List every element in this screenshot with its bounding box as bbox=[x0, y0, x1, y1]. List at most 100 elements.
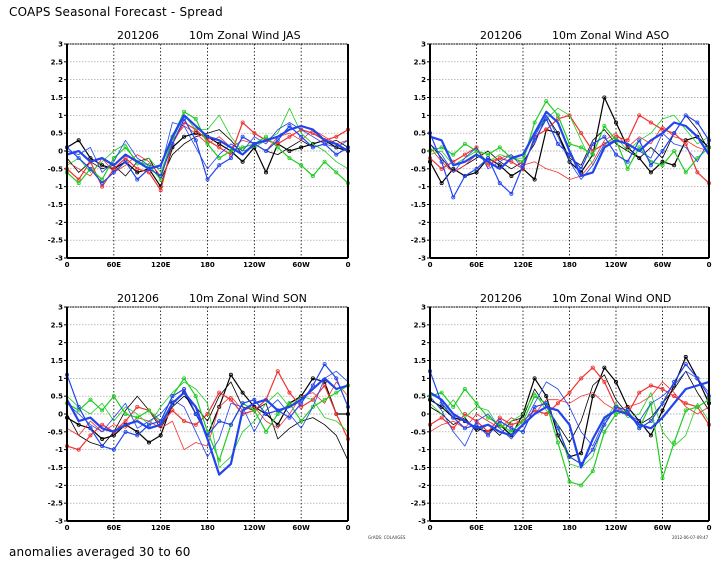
series-point bbox=[287, 401, 292, 406]
series-point bbox=[322, 383, 327, 388]
series-point bbox=[602, 429, 607, 434]
series-point bbox=[672, 163, 677, 168]
series-point bbox=[660, 401, 665, 406]
series-point bbox=[100, 181, 105, 186]
series-point bbox=[474, 166, 479, 171]
series-point bbox=[672, 148, 677, 153]
series-point bbox=[625, 138, 630, 143]
series-point bbox=[648, 419, 653, 424]
series-point bbox=[590, 152, 595, 157]
timestamp: 2012-06-07-09:47 bbox=[672, 535, 709, 540]
series-point bbox=[683, 170, 688, 175]
series-point bbox=[544, 411, 549, 416]
series-point bbox=[76, 422, 81, 427]
series-point bbox=[590, 365, 595, 370]
series-point bbox=[228, 397, 233, 402]
y-tick-label: 0.5 bbox=[414, 130, 427, 138]
y-tick-label: -1.5 bbox=[411, 201, 426, 209]
series-point bbox=[602, 379, 607, 384]
series-line-green bbox=[429, 388, 710, 486]
series-point bbox=[100, 422, 105, 427]
series-point bbox=[334, 134, 339, 139]
series-point bbox=[602, 134, 607, 139]
y-tick-label: -2.5 bbox=[411, 500, 426, 508]
series-line-blue bbox=[66, 122, 349, 173]
x-tick-label: 0 bbox=[428, 261, 433, 269]
series-point bbox=[462, 426, 467, 431]
chart-title-variable: 10m Zonal Wind bbox=[189, 29, 279, 42]
series-point bbox=[555, 113, 560, 118]
chart-title-season: JAS bbox=[282, 29, 301, 42]
series-point bbox=[146, 408, 151, 413]
series-point bbox=[287, 124, 292, 129]
series-point bbox=[555, 426, 560, 431]
series-point bbox=[567, 141, 572, 146]
main-title: COAPS Seasonal Forecast - Spread bbox=[9, 5, 223, 19]
series-point bbox=[76, 156, 81, 161]
series-point bbox=[217, 419, 222, 424]
x-tick-label: 120W bbox=[243, 261, 266, 269]
series-point bbox=[648, 401, 653, 406]
x-tick-label: 120E bbox=[151, 524, 171, 532]
series-point bbox=[497, 145, 502, 150]
series-point bbox=[544, 394, 549, 399]
chart-title-init: 201206 bbox=[117, 292, 159, 305]
series-point bbox=[205, 141, 210, 146]
chart-title-season: SON bbox=[283, 292, 307, 305]
series-point bbox=[334, 411, 339, 416]
series-line-green bbox=[429, 107, 710, 166]
series-point bbox=[497, 181, 502, 186]
series-point bbox=[648, 170, 653, 175]
y-tick-label: 3 bbox=[58, 304, 63, 312]
series-point bbox=[252, 397, 257, 402]
y-tick-label: -2 bbox=[418, 482, 426, 490]
series-point bbox=[334, 376, 339, 381]
series-point bbox=[625, 159, 630, 164]
series-point bbox=[310, 145, 315, 150]
series-point bbox=[264, 148, 269, 153]
series-point bbox=[625, 408, 630, 413]
series-point bbox=[228, 422, 233, 427]
series-point bbox=[158, 173, 163, 178]
y-tick-label: -1.5 bbox=[48, 201, 63, 209]
series-point bbox=[158, 433, 163, 438]
series-point bbox=[322, 141, 327, 146]
y-tick-label: 1 bbox=[421, 112, 426, 120]
series-point bbox=[310, 397, 315, 402]
x-tick-label: 120W bbox=[605, 261, 628, 269]
series-point bbox=[614, 411, 619, 416]
series-point bbox=[602, 365, 607, 370]
series-point bbox=[264, 170, 269, 175]
series-point bbox=[486, 156, 491, 161]
series-point bbox=[111, 447, 116, 452]
y-tick-label: -1 bbox=[418, 446, 426, 454]
y-tick-label: -3 bbox=[55, 518, 63, 526]
series-point bbox=[590, 447, 595, 452]
series-line-blue bbox=[429, 110, 710, 178]
chart-title-season: ASO bbox=[646, 29, 670, 42]
series-point bbox=[146, 440, 151, 445]
series-point bbox=[76, 447, 81, 452]
x-tick-label: 120W bbox=[605, 524, 628, 532]
x-tick-label: 0 bbox=[346, 261, 351, 269]
chart-panel-aso: 201206 10m Zonal Wind ASO 3 2.5 2 1.5 1 0.5 0 -0.5… bbox=[411, 29, 712, 269]
series-point bbox=[76, 138, 81, 143]
series-point bbox=[614, 379, 619, 384]
chart-title-season: OND bbox=[646, 292, 671, 305]
series-point bbox=[590, 394, 595, 399]
series-point bbox=[170, 141, 175, 146]
x-tick-label: 60W bbox=[292, 261, 310, 269]
series-point bbox=[509, 173, 514, 178]
series-point bbox=[555, 141, 560, 146]
series-point bbox=[590, 469, 595, 474]
x-tick-label: 180 bbox=[562, 261, 577, 269]
chart-title-init: 201206 bbox=[117, 29, 159, 42]
series-point bbox=[193, 138, 198, 143]
series-point bbox=[695, 170, 700, 175]
series-point bbox=[695, 376, 700, 381]
series-point bbox=[462, 387, 467, 392]
series-point bbox=[567, 479, 572, 484]
x-tick-label: 0 bbox=[707, 524, 712, 532]
series-point bbox=[451, 415, 456, 420]
series-point bbox=[544, 401, 549, 406]
